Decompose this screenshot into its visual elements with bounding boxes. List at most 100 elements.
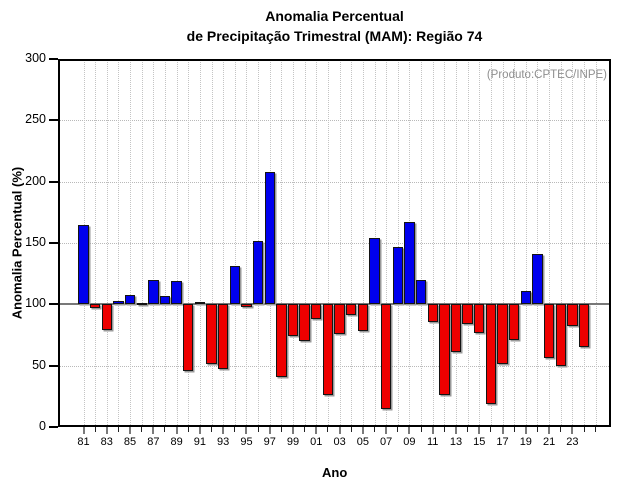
x-axis-tick [245,427,248,434]
bar-2002 [322,304,334,396]
y-axis-tick-label: 300 [25,51,46,65]
chart-title-line2: de Precipitação Trimestral (MAM): Região… [186,28,483,44]
x-axis-tick-label: 05 [356,436,369,448]
y-axis-tick-label: 250 [25,112,46,127]
bar-1983 [101,304,112,331]
x-grid-line [95,59,97,427]
bar-2016 [485,304,497,404]
x-axis-tick-label: 91 [193,436,207,448]
y-axis-tick-label: 200 [25,173,46,188]
x-axis-tick [141,427,143,432]
y-grid-line [58,243,611,244]
x-axis-tick [408,427,411,434]
x-axis-tick [94,427,96,432]
x-grid-line [176,59,178,427]
bar-2001 [311,304,322,320]
bar-1988 [159,295,171,305]
bar-1995 [241,304,252,307]
x-axis-tick [454,427,457,434]
x-axis-tick [164,427,166,432]
bar-1994 [229,266,240,305]
bar-2018 [508,304,520,340]
x-axis-tick-label: 99 [286,436,300,448]
bar-2006 [369,238,380,305]
bar-1987 [148,279,159,305]
x-axis-tick [443,427,445,432]
x-axis-tick [583,427,585,432]
x-axis-tick [431,427,434,434]
x-axis-tick [397,427,399,432]
x-axis-tick [478,427,481,434]
x-axis-tick [327,427,329,432]
x-axis-tick [513,427,515,432]
x-axis-tick [315,427,318,434]
x-grid-line [234,59,236,427]
bar-2017 [497,304,508,365]
x-axis-tick [536,427,538,432]
y-axis-tick [49,426,58,428]
x-axis-tick-label: 85 [123,436,137,448]
x-axis-tick [187,427,189,432]
x-axis-tick [490,427,492,432]
bar-1999 [287,304,299,337]
bar-1984 [113,300,124,305]
x-grid-line [421,59,423,427]
x-grid-line [502,59,504,427]
bar-2010 [415,279,427,305]
x-grid-line [246,59,248,427]
bar-1993 [217,304,229,370]
bar-2011 [427,304,438,322]
bar-1992 [206,304,217,365]
x-axis-tick [338,427,341,434]
bar-2003 [334,304,345,334]
y-axis-tick [49,242,58,244]
y-grid-line [58,120,611,122]
x-axis-tick-label: 97 [263,436,276,448]
bar-2000 [299,304,310,342]
bar-2022 [555,304,566,366]
bar-2012 [439,304,450,396]
x-axis-tick [211,427,213,432]
x-axis-tick [82,427,85,434]
x-axis-tick [105,427,108,434]
x-axis-tick-label: 11 [426,436,439,448]
x-grid-line [339,59,341,427]
y-axis-tick [49,303,58,306]
bar-2020 [532,254,543,305]
x-axis-tick-label: 09 [403,436,416,448]
bar-1989 [171,281,182,305]
x-axis-tick-label: 01 [310,436,323,448]
x-axis-tick [501,427,504,434]
y-axis-tick [49,58,58,60]
x-grid-line [537,59,539,427]
x-axis-tick [280,427,282,432]
y-axis-tick [49,119,58,122]
x-grid-line [560,59,562,427]
x-axis-tick [385,427,388,434]
x-axis-tick [175,427,178,434]
bar-2023 [567,304,578,327]
x-axis-tick-label: 03 [333,436,346,448]
x-grid-line [490,59,492,427]
x-axis-tick [350,427,352,432]
x-grid-line [386,59,388,427]
x-axis-tick [268,427,271,434]
x-axis-tick [374,427,375,432]
bar-2024 [578,304,590,348]
x-axis-tick [198,427,201,434]
bar-1982 [89,304,101,308]
x-axis-tick-label: 19 [519,436,532,448]
x-axis-title: Ano [322,465,348,480]
x-axis-tick [304,427,306,432]
bar-2007 [380,304,392,409]
x-axis-tick-label: 23 [566,436,579,448]
x-axis-tick [420,427,422,432]
bar-2015 [474,304,485,333]
x-grid-line [351,59,353,427]
bar-1991 [194,301,206,305]
x-axis-tick-label: 15 [473,436,486,448]
y-axis-tick-label: 0 [39,419,46,433]
x-axis-tick [571,427,574,434]
x-grid-line [316,59,318,427]
x-grid-line [514,59,516,427]
